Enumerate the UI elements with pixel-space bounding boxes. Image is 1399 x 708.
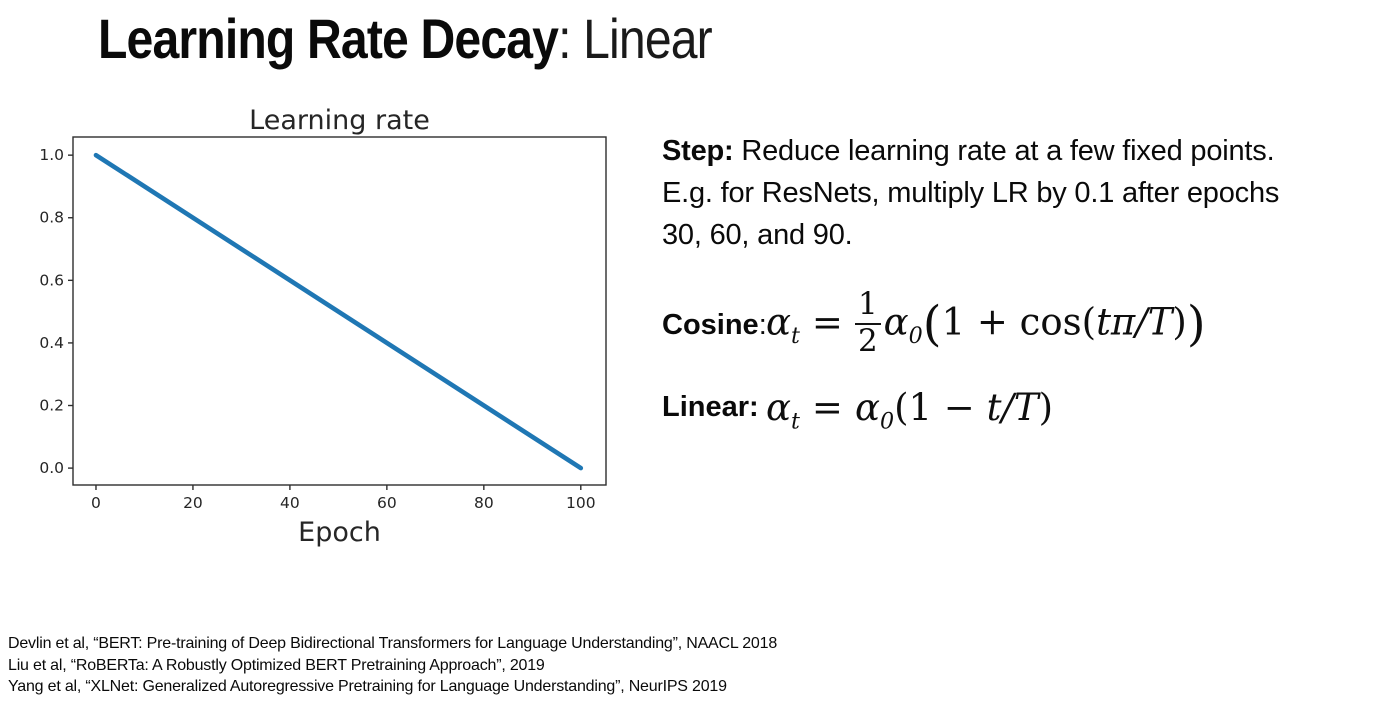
step-note-line3: 30, 60, and 90.: [662, 219, 853, 251]
x-tick-label: 0: [91, 494, 101, 512]
linear-argument: t/T: [986, 385, 1039, 429]
chart-title: Learning rate: [249, 105, 430, 136]
citation-devlin-bert: Devlin et al, “BERT: Pre-training of Dee…: [8, 635, 778, 652]
linear-label: Linear:: [662, 390, 759, 423]
alpha-subscript-t: t: [791, 407, 800, 434]
lr-chart-svg: Learning rate 0 20 40 60 80 100 0.0 0.2 0.4 0.6 0.8…: [39, 105, 607, 548]
y-tick-label: 0.6: [39, 271, 64, 289]
alpha-subscript-0: 0: [879, 407, 895, 434]
alpha-subscript-t: t: [791, 322, 800, 349]
linear-open: (1 −: [894, 385, 987, 429]
equals-sign: =: [811, 300, 843, 344]
step-note-bold: Step:: [662, 135, 734, 167]
x-tick-label: 80: [474, 494, 494, 512]
page-title-regular: : Linear: [558, 7, 713, 70]
learning-rate-chart: Learning rate 0 20 40 60 80 100 0.0 0.2 0.4 0.6 0.8…: [30, 100, 620, 555]
equals-sign: =: [811, 385, 843, 429]
page-title-bold: Learning Rate Decay: [98, 7, 559, 70]
cosine-label-colon: :: [758, 308, 767, 341]
y-tick-label: 0.8: [39, 209, 64, 227]
learning-rate-line: [93, 152, 584, 471]
citations: Devlin et al, “BERT: Pre-training of Dee…: [8, 633, 777, 698]
citation-yang-xlnet: Yang et al, “XLNet: Generalized Autoregr…: [8, 678, 727, 696]
alpha-subscript-0: 0: [908, 322, 923, 349]
step-note-line1: Step: Reduce learning rate at a few fixe…: [662, 130, 1397, 172]
linear-close: ): [1038, 385, 1054, 429]
cosine-label: Cosine:: [662, 308, 767, 342]
y-tick-label: 0.0: [39, 459, 64, 477]
cosine-formula-row: Cosine: αt = 1 2 α0(1 + cos(tπ/T)): [662, 278, 1206, 372]
alpha-symbol: α: [766, 385, 791, 429]
step-note-line2: E.g. for ResNets, multiply LR by 0.1 aft…: [662, 177, 1280, 209]
y-tick-label: 1.0: [39, 146, 64, 164]
linear-formula: αt = α0(1 − t/T): [766, 385, 1054, 432]
page-title: Learning Rate Decay: Linear: [98, 6, 713, 71]
alpha-symbol: α: [883, 300, 909, 344]
plot-border: [72, 136, 607, 486]
cosine-argument: tπ/T: [1096, 300, 1173, 344]
cosine-body: 1 + cos(: [941, 300, 1097, 344]
cosine-label-word: Cosine: [662, 308, 759, 341]
x-tick-label: 20: [183, 494, 203, 512]
y-tick-label: 0.2: [39, 397, 64, 415]
x-tick-label: 100: [566, 494, 596, 512]
fraction-numerator: 1: [854, 287, 881, 325]
x-tick-label: 60: [377, 494, 397, 512]
x-tick-label: 40: [280, 494, 300, 512]
fraction-denominator: 2: [857, 322, 878, 359]
cosine-formula: αt = 1 2 α0(1 + cos(tπ/T)): [766, 287, 1206, 360]
step-note-line1-rest: Reduce learning rate at a few fixed poin…: [733, 135, 1275, 167]
big-paren-open: (: [922, 296, 942, 353]
alpha-symbol: α: [854, 385, 880, 429]
big-paren-close: ): [1186, 296, 1206, 353]
step-note: Step: Reduce learning rate at a few fixe…: [662, 130, 1397, 256]
linear-formula-row: Linear: αt = α0(1 − t/T): [662, 377, 1053, 437]
citation-liu-roberta: Liu et al, “RoBERTa: A Robustly Optimize…: [8, 656, 545, 674]
x-axis-label: Epoch: [298, 517, 381, 548]
alpha-symbol: α: [766, 300, 791, 344]
inner-paren-close: ): [1172, 300, 1187, 344]
y-tick-label: 0.4: [39, 334, 64, 352]
